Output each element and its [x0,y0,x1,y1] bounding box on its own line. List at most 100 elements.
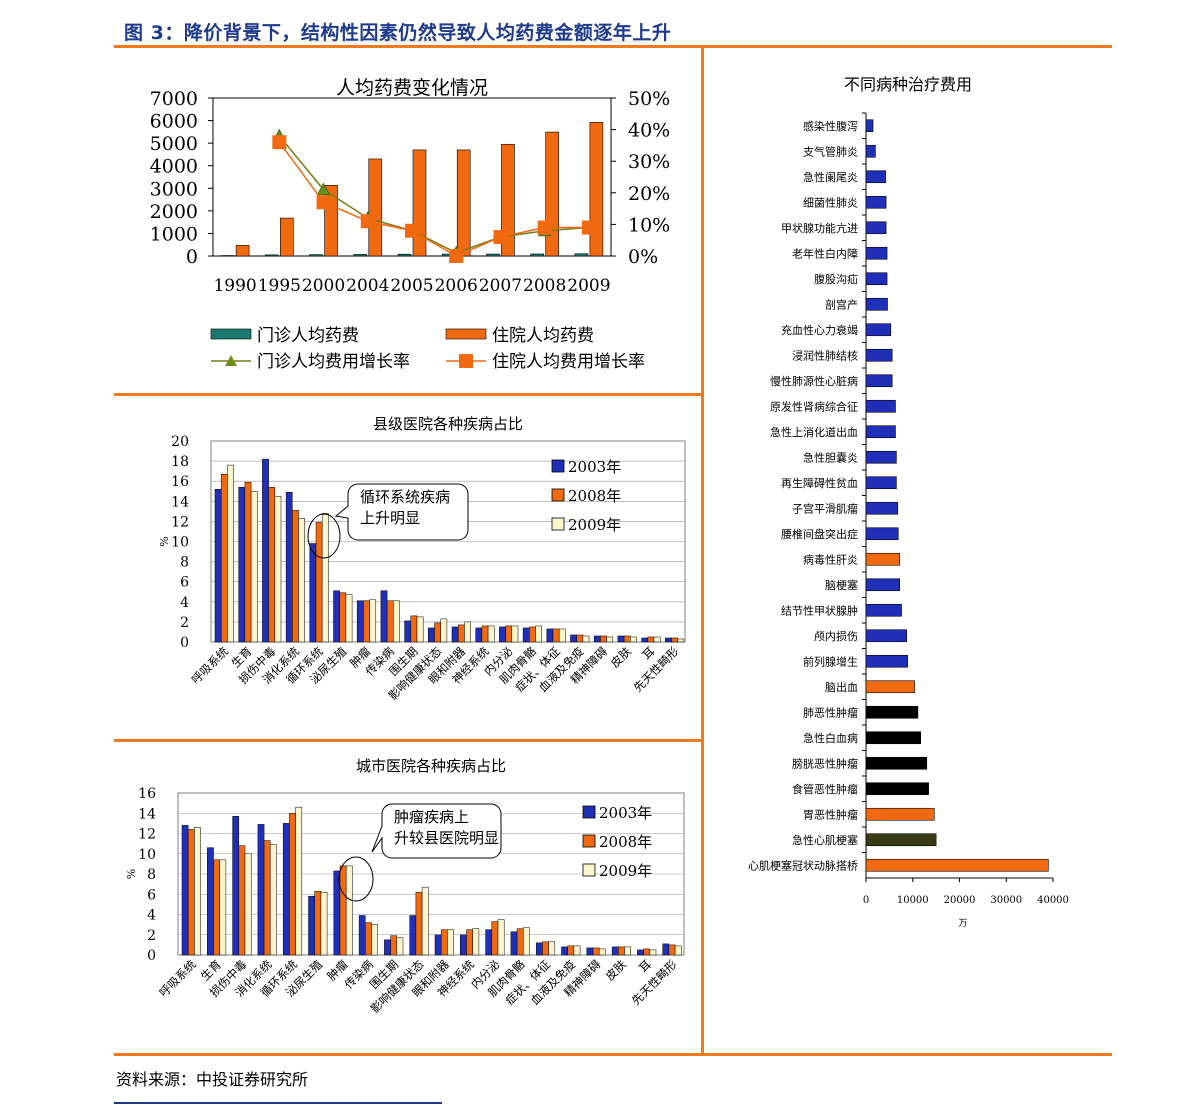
bar-急性心肌梗塞 [865,833,937,847]
bar-2008年 [415,891,423,956]
bar-肺恶性肿瘤 [865,705,919,719]
legend-swatch [551,488,565,502]
bar-门诊人均药费 [397,253,412,257]
legend-label: 2008年 [568,487,621,505]
bar-浸润性肺结核 [865,348,893,362]
y-tick-label: 心肌梗塞冠状动脉搭桥 [748,858,858,872]
x-tick-label: 呼吸系统 [189,644,232,687]
bar-前列腺增生 [865,654,908,668]
bar-2003年 [333,590,340,643]
y-tick-label: 甲状腺功能亢进 [781,221,858,235]
bar-2008年 [529,626,536,643]
bar-2009年 [250,491,258,643]
marker-住院人均费用增长率 [449,249,464,263]
y-left-tick-label: 6000 [150,111,198,133]
y-tick-label: 急性心肌梗塞 [792,833,858,847]
marker-住院人均费用增长率 [316,195,331,210]
bar-2009年 [440,618,448,643]
bar-2003年 [434,934,442,956]
bar-2008年 [567,945,575,956]
bar-2009年 [464,621,471,643]
line-门诊人均费用增长率 [278,135,589,254]
bar-2009年 [558,628,566,643]
x-tick-label: 皮肤 [608,644,635,671]
y-left-tick-label: 5000 [150,133,198,155]
bar-2009年 [497,919,505,956]
bottom-rule [114,1053,1112,1056]
y-tick-label: 慢性肺源性心脏病 [770,374,858,388]
bar-2009年 [321,513,329,643]
y-right-tick-label: 50% [628,88,670,110]
y-right-tick-label: 0% [628,246,658,268]
legend-swatch [582,863,596,877]
y-tick-label: 6 [147,887,156,903]
x-tick-label: 耳 [636,957,654,975]
bar-2009年 [535,625,542,643]
bar-门诊人均药费 [265,254,279,257]
bar-2008年 [315,522,323,643]
y-tick-label: 20 [171,434,189,450]
bar-门诊人均药费 [353,254,368,257]
y-tick-label: 8 [180,555,189,571]
figure-title: 图 3：降价背景下，结构性因素仍然导致人均药费金额逐年上升 [124,22,672,44]
bar-2008年 [363,600,370,643]
y-tick-label: 急性白血病 [803,731,858,745]
y-tick-label: 10 [171,535,189,551]
x-tick-label: 2007 [479,276,522,296]
bar-住院人均药费 [280,217,294,257]
y-right-tick-label: 40% [628,120,670,142]
bar-老年性白内障 [865,246,888,260]
x-tick-label: 10000 [897,895,929,906]
legend-swatch [210,328,252,340]
x-tick-label: 30000 [990,895,1022,906]
marker-住院人均费用增长率 [493,230,508,245]
x-tick-label: 2000 [302,276,345,296]
bar-2009年 [548,941,556,956]
bar-2009年 [194,827,201,956]
bar-2008年 [314,890,322,956]
bar-腰椎间盘突出症 [865,527,899,541]
bar-2008年 [440,929,448,956]
y-tick-label: 细菌性肺炎 [803,195,858,209]
x-tick-label: 皮肤 [603,957,630,984]
bar-2003年 [593,635,601,643]
bar-膀胱恶性肿瘤 [865,756,928,770]
bar-2008年 [576,634,584,643]
y-tick-label: 再生障碍性贫血 [781,476,858,490]
bar-2009年 [421,886,429,956]
y-tick-label: 急性胆囊炎 [803,450,858,464]
bar-2009年 [447,929,454,956]
bar-2008年 [542,941,549,956]
bar-2009年 [598,948,606,956]
x-tick-label: 40000 [1037,895,1069,906]
bar-2009年 [630,636,637,643]
callout-box [334,483,469,541]
treatment-cost-chart: 不同病种治疗费用感染性腹泻支气管肺炎急性阑尾炎细菌性肺炎甲状腺功能亢进老年性白内… [748,75,1069,929]
bar-2009年 [487,625,495,643]
bar-2003年 [499,626,506,643]
x-tick-label: 2005 [390,276,433,296]
bar-2008年 [491,921,499,956]
y-tick-label: 2 [180,615,189,631]
bar-2008年 [238,845,246,956]
legend-label: 2009年 [568,516,621,534]
bar-2003年 [285,492,293,643]
y-tick-label: 16 [138,786,156,802]
chart-title: 人均药费变化情况 [336,77,488,99]
legend-label: 2008年 [599,833,652,851]
bar-甲状腺功能亢进 [865,221,887,235]
bar-2003年 [428,627,435,643]
bar-2009年 [674,945,682,956]
bar-2009年 [369,599,377,643]
legend-marker [225,355,237,366]
callout-text-line1: 循环系统疾病 [360,488,450,506]
legend-swatch [551,459,565,473]
bar-结节性甲状腺肿 [865,603,902,617]
x-tick-label: 2009 [567,276,610,296]
bar-2003年 [637,949,644,956]
bar-2008年 [643,948,651,956]
x-tick-label: 先天性畸形 [631,644,682,695]
bar-2003年 [485,929,493,956]
y-tick-label: 脑梗塞 [825,578,858,592]
divider-2 [114,739,702,742]
